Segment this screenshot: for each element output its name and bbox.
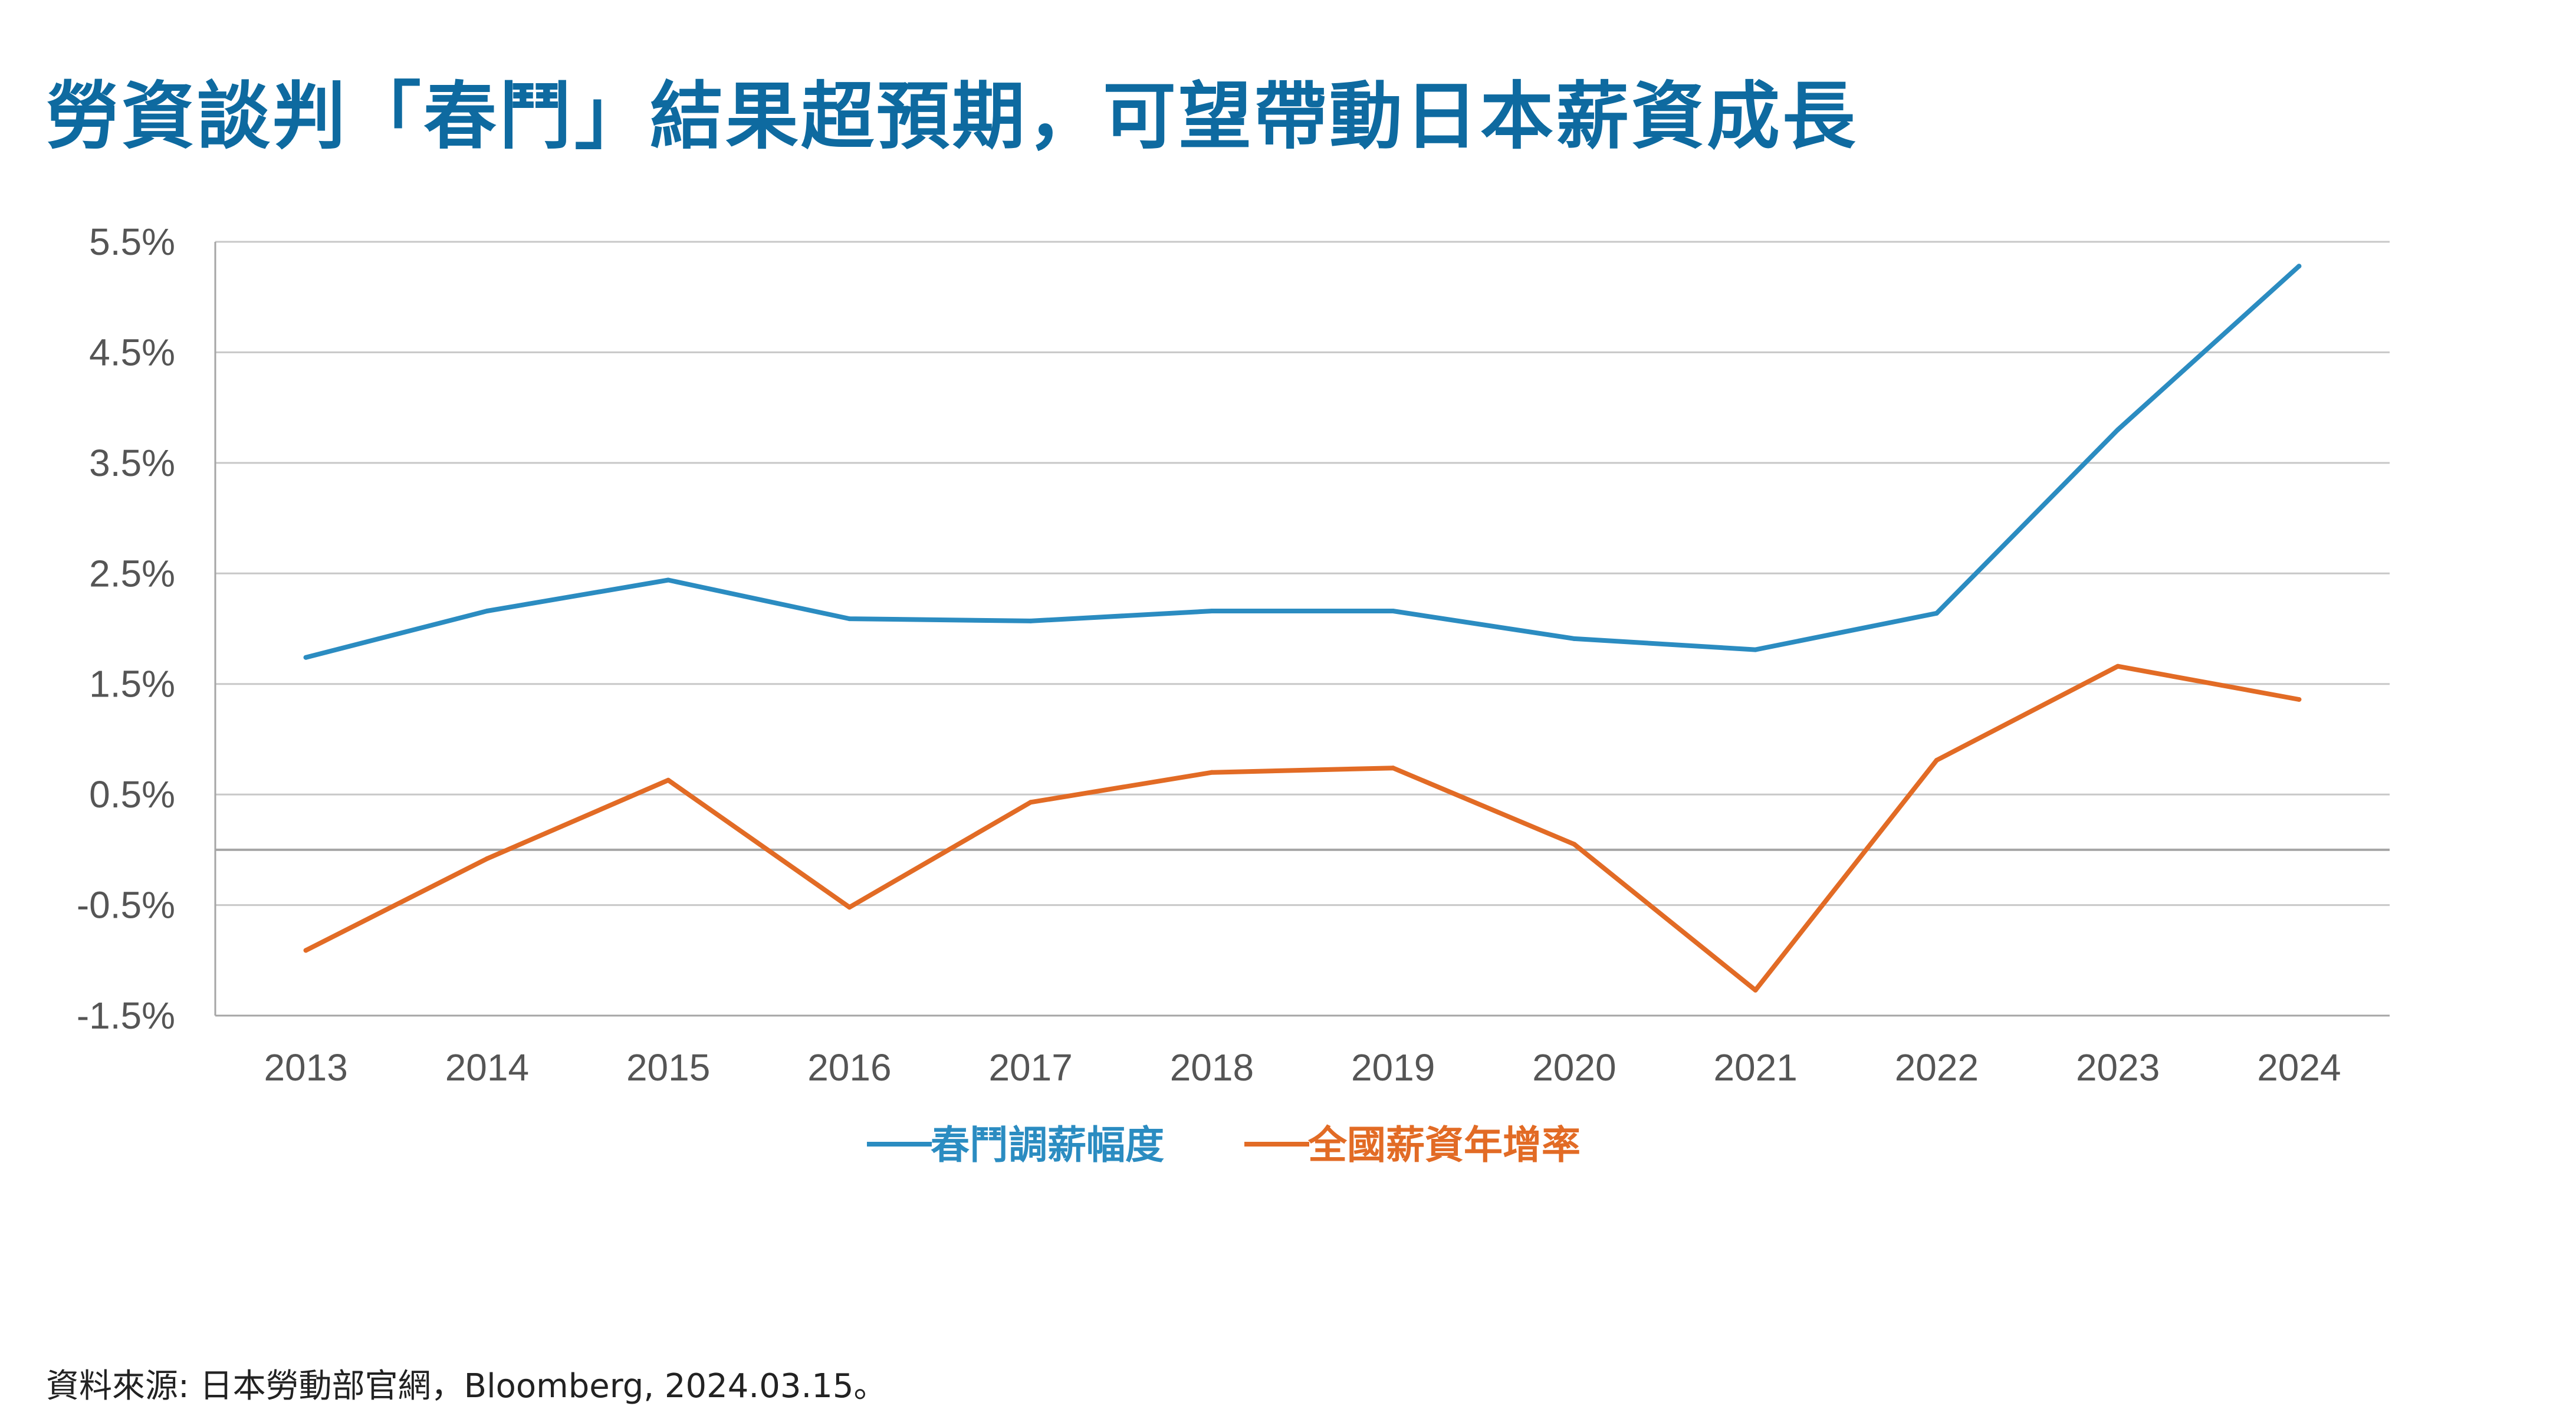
x-tick-label: 2021 <box>1713 1046 1797 1089</box>
data-point <box>303 948 308 953</box>
data-point <box>1934 610 1939 616</box>
x-tick-label: 2014 <box>445 1046 529 1089</box>
data-point <box>1028 800 1033 805</box>
x-tick-label: 2023 <box>2076 1046 2160 1089</box>
x-tick-labels: 2013 2014 2015 2016 2017 2018 2019 2020 2021 2022… <box>264 1046 2341 1089</box>
y-tick-label: -1.5% <box>77 994 175 1037</box>
legend: 春鬥調薪幅度 全國薪資年增率 <box>867 1122 1581 1168</box>
data-point <box>1209 609 1214 614</box>
data-point <box>1391 766 1396 771</box>
x-tick-label: 2017 <box>988 1046 1072 1089</box>
series-lines <box>303 264 2302 993</box>
y-tick-label: 0.5% <box>89 773 175 816</box>
y-tick-label: 4.5% <box>89 331 175 373</box>
x-tick-label: 2018 <box>1170 1046 1254 1089</box>
data-point <box>303 655 308 660</box>
axes <box>214 242 2390 1017</box>
x-tick-label: 2019 <box>1351 1046 1435 1089</box>
data-point <box>1934 758 1939 763</box>
data-point <box>1572 842 1577 847</box>
legend-label: 全國薪資年增率 <box>1307 1122 1581 1168</box>
x-tick-label: 2022 <box>1895 1046 1979 1089</box>
y-tick-labels: -1.5% -0.5% 0.5% 1.5% 2.5% 3.5% 4.5% 5.5% <box>77 221 175 1037</box>
data-point <box>666 777 671 783</box>
y-tick-label: -0.5% <box>77 884 175 927</box>
series-line-2 <box>303 663 2302 993</box>
data-point <box>1572 636 1577 641</box>
grid-lines <box>215 241 2390 906</box>
data-point <box>484 609 489 614</box>
source-note: 資料來源: 日本勞動部官網，Bloomberg, 2024.03.15。 <box>46 1367 887 1405</box>
x-tick-label: 2020 <box>1532 1046 1616 1089</box>
y-tick-label: 1.5% <box>89 663 175 705</box>
data-point <box>484 856 489 861</box>
data-point <box>847 616 852 622</box>
data-point <box>1753 987 1758 993</box>
data-point <box>847 905 852 910</box>
data-point <box>2296 697 2302 702</box>
data-point <box>1028 618 1033 623</box>
data-point <box>1753 647 1758 652</box>
x-tick-label: 2016 <box>807 1046 891 1089</box>
legend-label: 春鬥調薪幅度 <box>931 1122 1164 1168</box>
data-point <box>666 577 671 583</box>
data-point <box>2115 427 2121 432</box>
data-point <box>1209 770 1214 775</box>
page-title: 勞資談判「春鬥」結果超預期，可望帶動日本薪資成長 <box>46 74 1858 159</box>
data-point <box>1391 609 1396 614</box>
data-point <box>2115 663 2121 669</box>
x-tick-label: 2015 <box>626 1046 710 1089</box>
series-line-1 <box>303 264 2302 660</box>
y-tick-label: 2.5% <box>89 552 175 594</box>
y-tick-label: 3.5% <box>89 442 175 484</box>
y-tick-label: 5.5% <box>89 221 175 263</box>
data-point <box>2296 264 2302 269</box>
x-tick-label: 2013 <box>264 1046 347 1089</box>
x-tick-label: 2024 <box>2257 1046 2341 1089</box>
